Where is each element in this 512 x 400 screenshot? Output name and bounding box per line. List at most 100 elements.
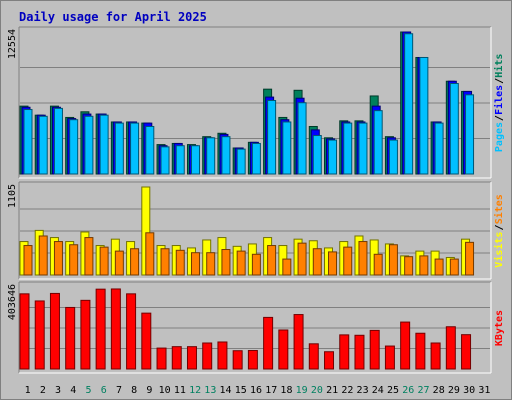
legend-hits: Hits [493,54,505,78]
x-tick-label-day-5: 5 [86,385,92,396]
bar-kbytes-day-27 [415,332,426,370]
bar-kbytes-day-24 [369,329,380,370]
bar-pages-day-20 [312,135,322,175]
x-tick-label-day-22: 22 [341,385,353,396]
bar-sites-day-27 [419,255,429,276]
bar-sites-day-23 [358,241,368,276]
bar-sites-day-7 [114,250,124,276]
axis-max-label: 403646 [7,284,18,320]
bar-pages-day-13 [206,137,216,175]
axis-max-label: 12554 [7,29,18,59]
bar-kbytes-day-4 [65,306,76,370]
x-tick-label-day-13: 13 [204,385,216,396]
bar-sites-day-26 [404,256,414,276]
x-tick-label-day-31: 31 [478,385,490,396]
x-tick-label-day-12: 12 [189,385,201,396]
bar-kbytes-day-21 [324,351,335,370]
x-tick-label-day-29: 29 [448,385,460,396]
bar-kbytes-day-28 [430,342,441,370]
bar-pages-day-25 [388,139,398,175]
legend-separator: / [494,78,505,84]
bar-pages-day-14 [221,136,231,175]
x-tick-label-day-26: 26 [402,385,414,396]
bar-pages-day-15 [236,148,246,175]
bar-sites-day-29 [449,258,459,276]
bar-kbytes-day-20 [308,343,319,370]
bar-kbytes-day-8 [126,293,137,370]
bar-pages-day-21 [328,139,338,175]
x-tick-label-day-9: 9 [146,385,152,396]
bar-kbytes-day-9 [141,312,152,370]
x-tick-label-day-21: 21 [326,385,338,396]
bar-sites-day-8 [130,248,140,276]
bar-kbytes-day-14 [217,341,228,370]
bar-kbytes-day-23 [354,334,365,370]
bar-pages-day-18 [282,121,292,175]
bar-kbytes-day-10 [156,347,167,370]
bar-kbytes-day-19 [293,314,304,370]
bar-sites-day-20 [312,248,322,276]
bar-pages-day-12 [190,145,200,175]
bar-sites-day-19 [297,242,307,276]
x-tick-label-day-16: 16 [250,385,262,396]
x-tick-label-day-15: 15 [235,385,247,396]
x-tick-label-day-2: 2 [40,385,46,396]
bar-pages-day-22 [343,122,353,175]
x-tick-label-day-20: 20 [311,385,323,396]
bar-kbytes-day-30 [461,334,472,370]
bar-sites-day-2 [38,235,48,276]
bar-sites-day-28 [434,258,444,276]
bar-kbytes-day-26 [400,321,411,370]
bar-pages-day-27 [419,56,429,175]
bar-sites-day-12 [190,252,200,276]
bar-sites-day-18 [282,258,292,276]
bar-sites-day-15 [236,250,246,276]
bar-kbytes-day-5 [80,299,91,370]
x-tick-label-day-10: 10 [159,385,171,396]
bar-pages-day-5 [84,115,94,175]
x-tick-label-day-19: 19 [296,385,308,396]
legend-kbytes: KBytes [494,310,505,346]
x-tick-label-day-11: 11 [174,385,186,396]
bar-pages-day-4 [69,119,79,175]
legend-separator: / [494,224,505,230]
bar-pages-day-28 [434,122,444,175]
legend-pages: Pages [494,122,505,152]
bar-pages-day-17 [267,99,277,175]
bar-sites-day-16 [251,253,261,276]
bar-sites-day-3 [53,241,63,276]
x-tick-label-day-17: 17 [265,385,277,396]
bar-pages-day-7 [114,122,124,175]
bar-sites-day-9 [145,232,155,276]
x-tick-label-day-3: 3 [55,385,61,396]
bar-pages-day-26 [404,33,414,175]
x-tick-label-day-28: 28 [433,385,445,396]
x-tick-label-day-24: 24 [372,385,384,396]
bar-sites-day-24 [373,253,383,276]
legend-files: Files [493,85,505,115]
bar-pages-day-19 [297,102,307,175]
bar-pages-day-24 [373,110,383,175]
x-tick-label-day-6: 6 [101,385,107,396]
bar-sites-day-21 [328,251,338,276]
bar-kbytes-day-7 [110,288,121,370]
bar-kbytes-day-15 [232,350,243,370]
bar-sites-day-11 [175,249,185,276]
bar-kbytes-day-18 [278,329,289,370]
legend-separator: / [494,115,505,121]
x-tick-label-day-4: 4 [70,385,76,396]
bar-pages-day-3 [53,107,63,175]
bar-pages-day-6 [99,114,109,175]
x-tick-label-day-18: 18 [280,385,292,396]
bar-sites-day-1 [23,245,33,276]
bar-sites-day-14 [221,249,231,276]
bar-pages-day-11 [175,145,185,175]
x-tick-label-day-14: 14 [220,385,232,396]
x-tick-label-day-27: 27 [417,385,429,396]
bar-kbytes-day-1 [19,293,30,370]
bar-pages-day-2 [38,115,48,175]
x-tick-label-day-1: 1 [25,385,31,396]
bar-sites-day-10 [160,248,170,276]
